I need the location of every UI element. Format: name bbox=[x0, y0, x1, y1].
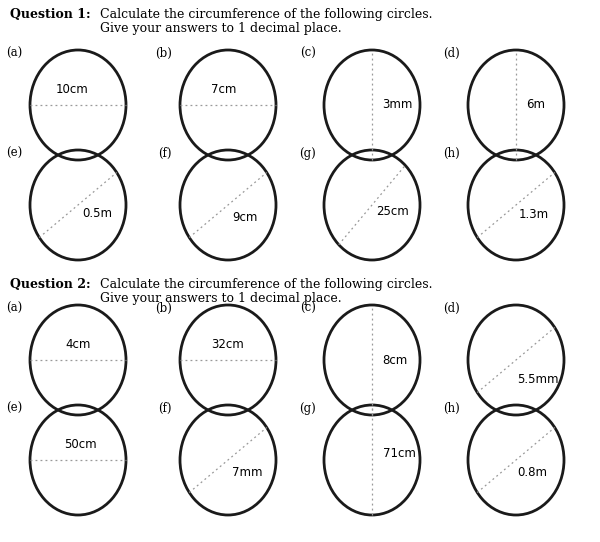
Text: (h): (h) bbox=[443, 147, 460, 160]
Text: 9cm: 9cm bbox=[232, 211, 257, 224]
Text: 7mm: 7mm bbox=[232, 466, 262, 479]
Text: 5.5mm: 5.5mm bbox=[517, 373, 559, 386]
Text: (g): (g) bbox=[299, 147, 316, 160]
Text: (a): (a) bbox=[6, 302, 22, 315]
Text: 25cm: 25cm bbox=[376, 205, 409, 218]
Text: (f): (f) bbox=[158, 402, 172, 415]
Text: 0.8m: 0.8m bbox=[517, 466, 547, 479]
Text: 4cm: 4cm bbox=[65, 338, 91, 351]
Text: (g): (g) bbox=[299, 402, 316, 415]
Text: 0.5m: 0.5m bbox=[82, 207, 112, 220]
Text: Give your answers to 1 decimal place.: Give your answers to 1 decimal place. bbox=[100, 22, 341, 35]
Text: (e): (e) bbox=[6, 147, 22, 160]
Text: (h): (h) bbox=[443, 402, 460, 415]
Text: 1.3m: 1.3m bbox=[518, 209, 548, 221]
Text: Calculate the circumference of the following circles.: Calculate the circumference of the follo… bbox=[100, 8, 433, 21]
Text: (b): (b) bbox=[155, 302, 172, 315]
Text: (a): (a) bbox=[6, 47, 22, 60]
Text: 8cm: 8cm bbox=[383, 353, 408, 366]
Text: 50cm: 50cm bbox=[64, 438, 97, 451]
Text: (c): (c) bbox=[300, 47, 316, 60]
Text: 71cm: 71cm bbox=[383, 447, 415, 460]
Text: (d): (d) bbox=[443, 47, 460, 60]
Text: 7cm: 7cm bbox=[211, 83, 236, 96]
Text: 10cm: 10cm bbox=[56, 83, 89, 96]
Text: Question 1:: Question 1: bbox=[10, 8, 91, 21]
Text: (e): (e) bbox=[6, 402, 22, 415]
Text: (c): (c) bbox=[300, 302, 316, 315]
Text: 3mm: 3mm bbox=[383, 99, 413, 112]
Text: 32cm: 32cm bbox=[212, 338, 244, 351]
Text: (f): (f) bbox=[158, 147, 172, 160]
Text: (b): (b) bbox=[155, 47, 172, 60]
Text: Give your answers to 1 decimal place.: Give your answers to 1 decimal place. bbox=[100, 292, 341, 305]
Text: 6m: 6m bbox=[527, 99, 545, 112]
Text: Calculate the circumference of the following circles.: Calculate the circumference of the follo… bbox=[100, 278, 433, 291]
Text: (d): (d) bbox=[443, 302, 460, 315]
Text: Question 2:: Question 2: bbox=[10, 278, 91, 291]
